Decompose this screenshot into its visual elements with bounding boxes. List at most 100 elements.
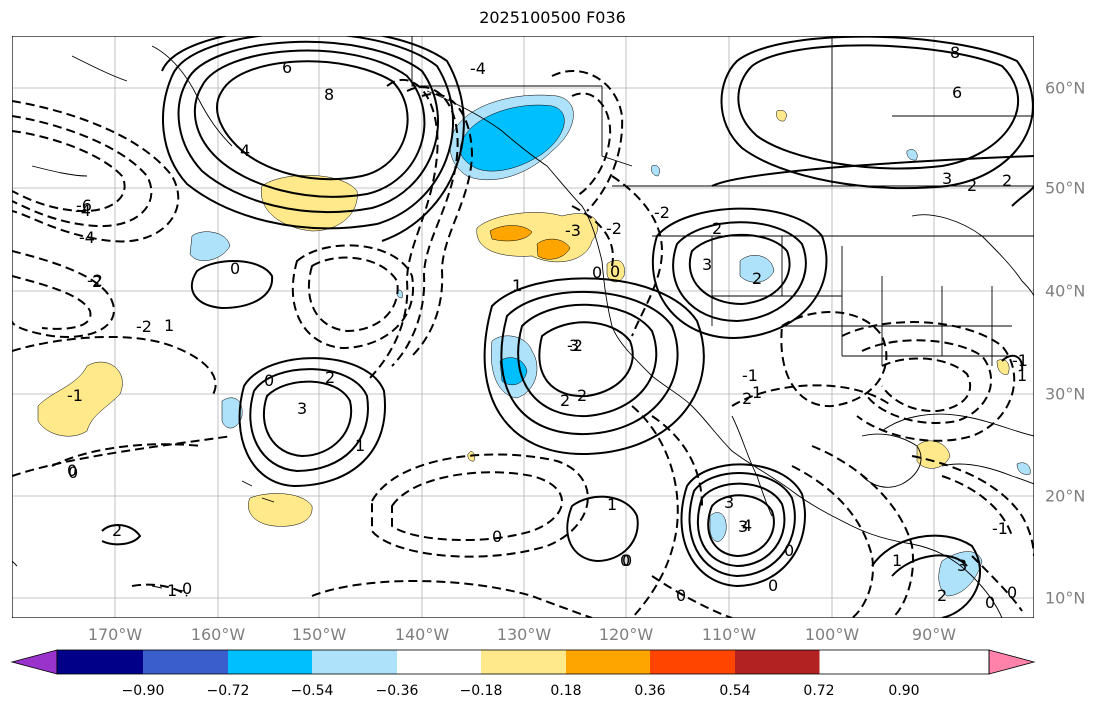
- contour-label: 0: [68, 463, 78, 482]
- contour-label: -2: [136, 317, 152, 336]
- lat-label: 60°N: [1045, 78, 1086, 98]
- colorbar-bins: [57, 650, 820, 674]
- contour-labels: 6 8 4 -4 6 8 2 -2 0 2 -6 -4 2 1 0 -2 0 -…: [67, 43, 1028, 612]
- colorbar-tick-label: 0.90: [888, 683, 920, 699]
- contour-label: 0: [784, 541, 794, 560]
- colorbar: [10, 649, 1036, 675]
- contour-label: -2: [654, 203, 670, 222]
- contour-label: 0: [592, 263, 602, 282]
- contour-label: 6: [952, 83, 962, 102]
- contour-label: 2: [742, 389, 752, 408]
- anomaly-shading: [37, 94, 1031, 597]
- lat-label: 30°N: [1045, 384, 1086, 404]
- contour-label: -4: [79, 228, 95, 247]
- colorbar-bin: [481, 650, 567, 674]
- colorbar-tick-label: 0.72: [803, 683, 835, 699]
- contour-label: 0: [492, 527, 502, 546]
- contour-label: 2: [92, 272, 102, 291]
- contour-label: 0: [768, 576, 778, 595]
- lat-label: 50°N: [1045, 178, 1086, 198]
- lon-label: 120°W: [598, 625, 654, 644]
- contour-label: 1: [752, 383, 762, 402]
- lat-label: 20°N: [1045, 486, 1086, 506]
- colorbar-bin: [312, 650, 398, 674]
- positive-contours: [101, 36, 1034, 618]
- lon-label: 100°W: [804, 625, 860, 644]
- contour-label: 0: [985, 593, 995, 612]
- contour-label: 0: [264, 371, 274, 390]
- lon-label: 140°W: [394, 625, 450, 644]
- lon-label: 110°W: [701, 625, 757, 644]
- contour-label: 4: [742, 516, 752, 535]
- coastlines: [12, 36, 1034, 618]
- contour-label: 1: [1017, 366, 1027, 385]
- colorbar-bin: [397, 650, 482, 674]
- colorbar-tick-label: 0.36: [634, 683, 666, 699]
- contour-label: 1: [512, 276, 522, 295]
- contour-label: 3: [738, 517, 748, 536]
- lat-label: 10°N: [1045, 588, 1086, 608]
- contour-label: 2: [325, 368, 335, 387]
- contour-label: -2: [567, 336, 583, 355]
- contour-label: 1: [164, 316, 174, 335]
- contour-label: 3: [957, 556, 967, 575]
- contour-label: 0: [610, 262, 620, 281]
- map-title: 2025100500 F036: [479, 8, 626, 27]
- contour-label: 3: [724, 493, 734, 512]
- contour-label: -1: [742, 366, 758, 385]
- colorbar-tick-label: −0.36: [375, 683, 419, 699]
- contour-label: 2: [560, 391, 570, 410]
- contour-label: -1: [1012, 351, 1028, 370]
- contour-label: 2: [967, 176, 977, 195]
- colorbar-bin: [57, 650, 144, 674]
- contour-label: 0: [622, 551, 632, 570]
- colorbar-tick-label: 0.54: [719, 683, 751, 699]
- contour-label: 2: [577, 386, 587, 405]
- contour-label: 1: [607, 495, 617, 514]
- contour-label: -1: [992, 519, 1008, 538]
- contour-label: 1: [167, 581, 177, 600]
- contour-label: -1: [67, 386, 83, 405]
- contour-label: 0: [1007, 583, 1017, 602]
- contour-label: -4: [470, 59, 486, 78]
- contour-label: 1: [892, 551, 902, 570]
- negative-contours: [12, 70, 1034, 618]
- colorbar-bin: [228, 650, 313, 674]
- contour-label: 3: [297, 399, 307, 418]
- lon-label: 130°W: [496, 625, 552, 644]
- contour-label: 0: [620, 551, 630, 570]
- colorbar-bin: [735, 650, 820, 674]
- contour-label: -4: [75, 201, 91, 220]
- contour-label: 1: [355, 436, 365, 455]
- contour-label: 2: [752, 269, 762, 288]
- contour-label: 3: [569, 336, 579, 355]
- contour-label: 6: [282, 58, 292, 77]
- contour-label: -3: [565, 221, 581, 240]
- contour-label: 3: [942, 169, 952, 188]
- colorbar-extend-min: [10, 649, 58, 675]
- contour-label: 8: [324, 85, 334, 104]
- contour-label: -6: [76, 196, 92, 215]
- contour-label: 1: [512, 276, 522, 295]
- contour-label: 0: [676, 586, 686, 605]
- contour-label: 4: [240, 141, 250, 160]
- contour-label: 0: [182, 579, 192, 598]
- colorbar-bin: [143, 650, 229, 674]
- lon-label: 150°W: [291, 625, 347, 644]
- contour-label: 8: [950, 43, 960, 62]
- colorbar-tick-label: −0.54: [290, 683, 334, 699]
- colorbar-tick-label: 0.18: [550, 683, 582, 699]
- contour-label: 2: [937, 586, 947, 605]
- lon-label: 90°W: [911, 625, 957, 644]
- lon-label: 170°W: [87, 625, 143, 644]
- lon-label: 160°W: [190, 625, 246, 644]
- contour-label: -2: [606, 219, 622, 238]
- contour-label: 3: [702, 255, 712, 274]
- contour-label: -2: [87, 271, 103, 290]
- colorbar-extend-max: [988, 649, 1036, 675]
- colorbar-tick-label: −0.90: [121, 683, 165, 699]
- contour-label: 2: [712, 219, 722, 238]
- lat-label: 40°N: [1045, 281, 1086, 301]
- colorbar-frame: [56, 649, 990, 675]
- contour-label: 0: [67, 461, 77, 480]
